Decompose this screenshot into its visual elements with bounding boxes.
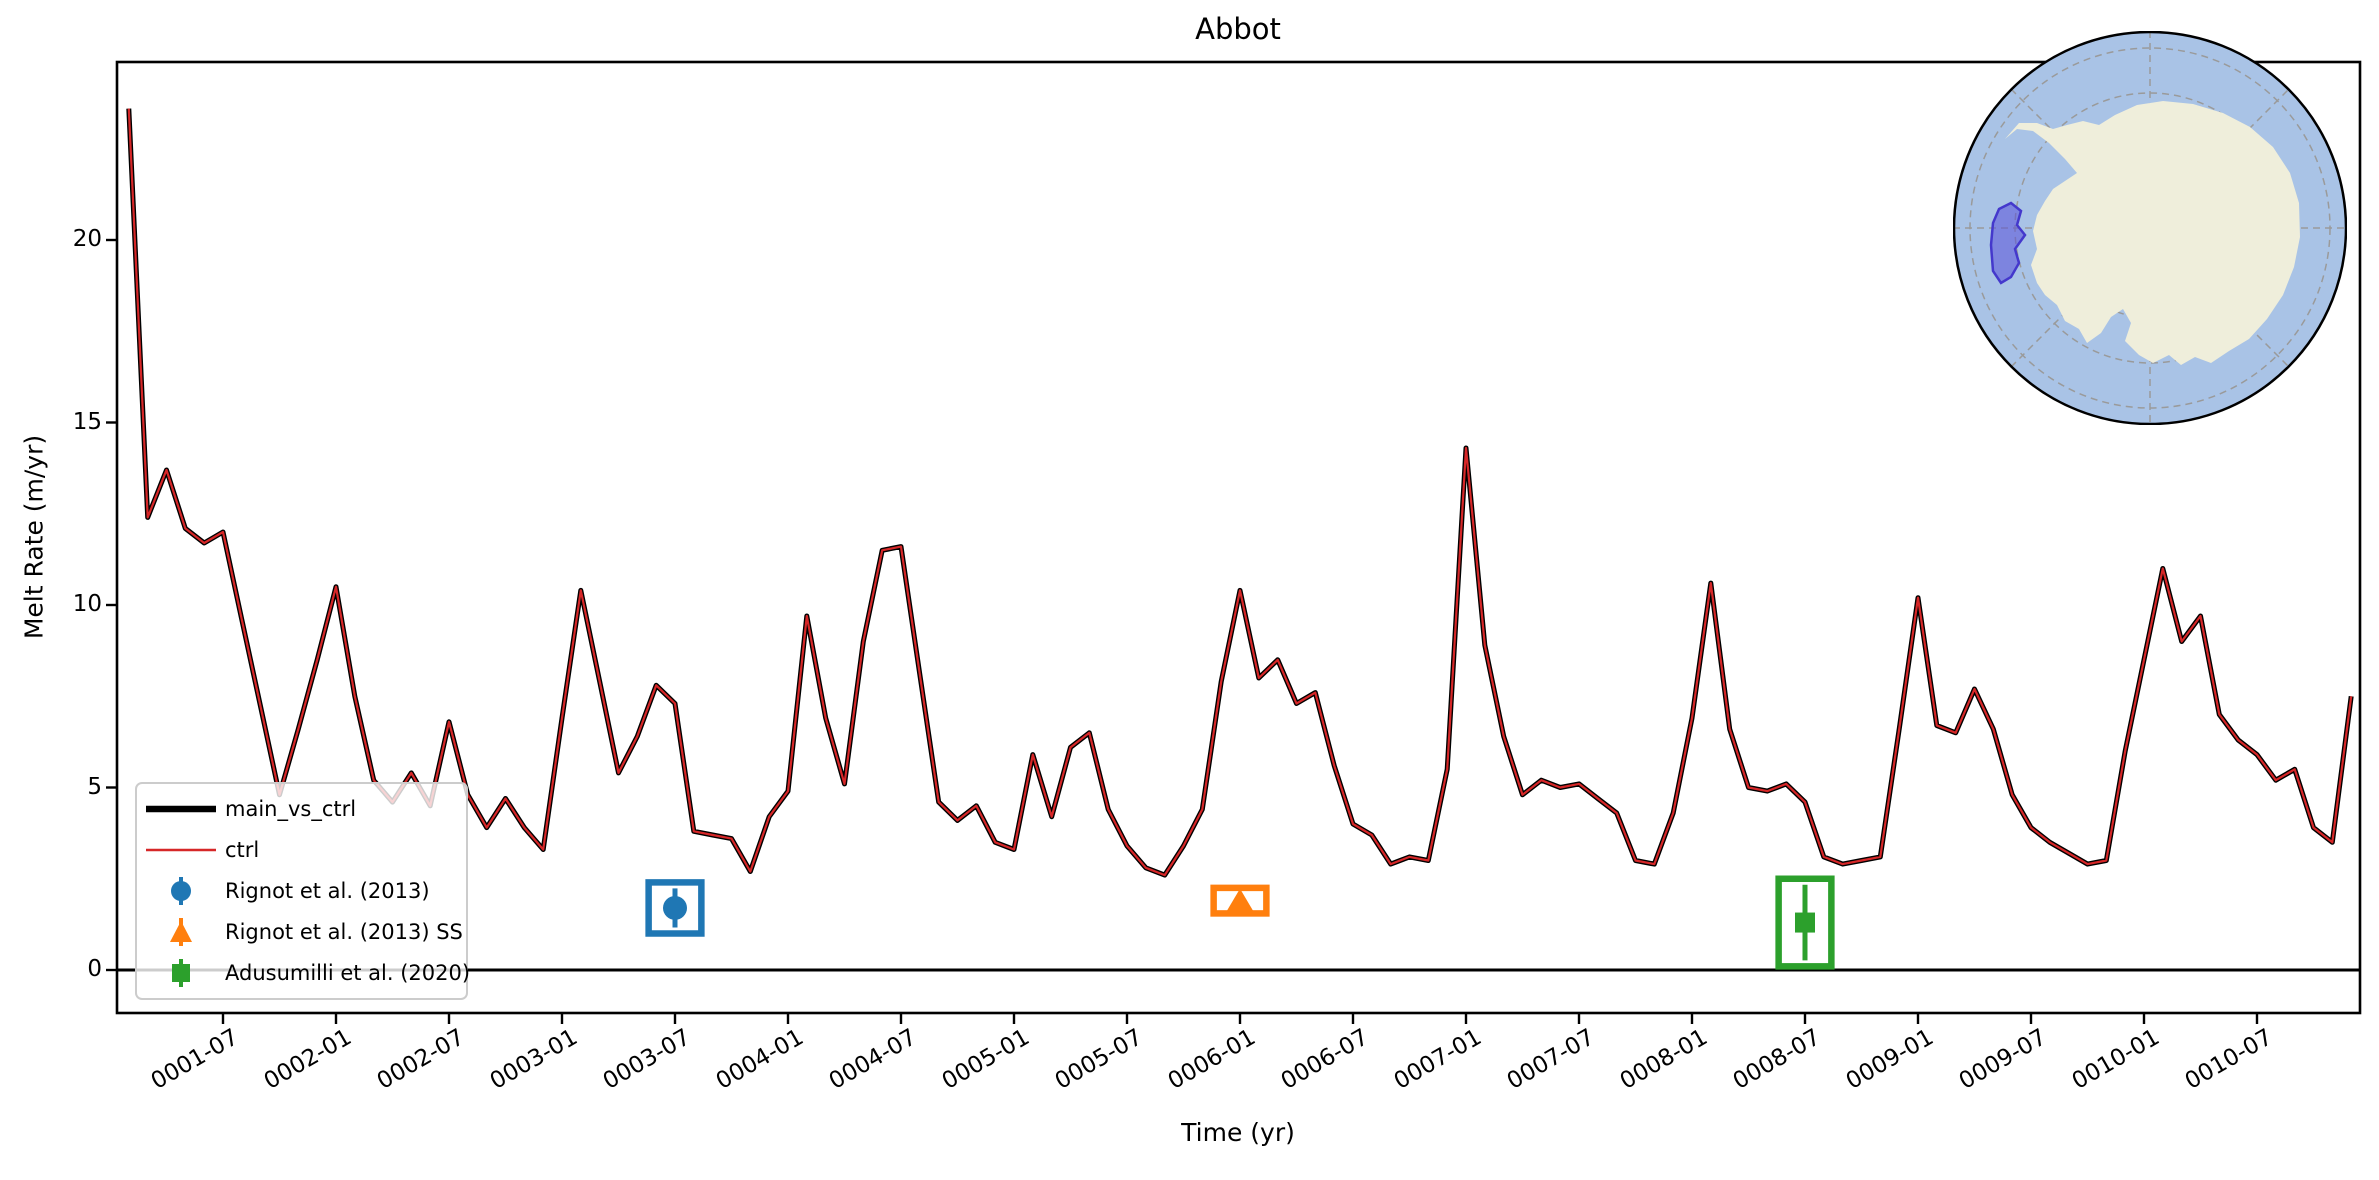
circle-errorbar-icon (137, 874, 225, 908)
thin-line-icon (137, 839, 225, 861)
observation-marker-triangle (1226, 888, 1253, 911)
y-tick-label: 5 (87, 773, 102, 800)
legend-item-main-vs-ctrl: main_vs_ctrl (137, 789, 466, 829)
legend: main_vs_ctrl ctrl Rignot et al. (2013) (135, 782, 470, 1000)
square-errorbar-icon (137, 956, 225, 990)
map-border (1953, 31, 2347, 425)
observation-box (645, 879, 705, 937)
thick-line-icon (137, 798, 225, 820)
y-axis-label: Melt Rate (m/yr) (19, 434, 49, 640)
chart-title: Abbot (1195, 12, 1281, 46)
observation-box (1210, 884, 1270, 917)
legend-item-adusumilli-2020: Adusumilli et al. (2020) (137, 953, 470, 993)
plot-frame (115, 60, 2362, 1015)
y-tick-label: 10 (72, 591, 102, 617)
antarctica-land (2005, 101, 2300, 365)
y-tick-label: 20 (72, 226, 102, 252)
melt-rate-lines (126, 108, 2354, 878)
triangle-errorbar-icon (137, 915, 225, 949)
abbot-highlight-region (1989, 201, 2027, 285)
y-tick-label: 15 (72, 408, 102, 435)
legend-item-ctrl: ctrl (137, 830, 466, 870)
legend-label: Rignot et al. (2013) (225, 878, 430, 903)
legend-label: Adusumilli et al. (2020) (225, 961, 471, 986)
legend-label: ctrl (225, 837, 260, 862)
legend-label: Rignot et al. (2013) SS (225, 920, 463, 945)
observation-marker-square (1794, 912, 1815, 933)
legend-item-rignot-2013: Rignot et al. (2013) (137, 871, 466, 911)
observation-marker-circle (662, 895, 687, 920)
observation-box (1775, 875, 1835, 970)
legend-item-rignot-2013-ss: Rignot et al. (2013) SS (137, 912, 466, 952)
x-axis-label: Time (yr) (1181, 1118, 1295, 1147)
line-ctrl (127, 108, 2353, 877)
axis-tick-marks (106, 238, 2259, 1024)
legend-label: main_vs_ctrl (225, 796, 357, 821)
y-tick-label: 0 (87, 956, 102, 982)
antarctica-locator-map (1953, 31, 2347, 425)
observation-markers (645, 875, 1835, 970)
